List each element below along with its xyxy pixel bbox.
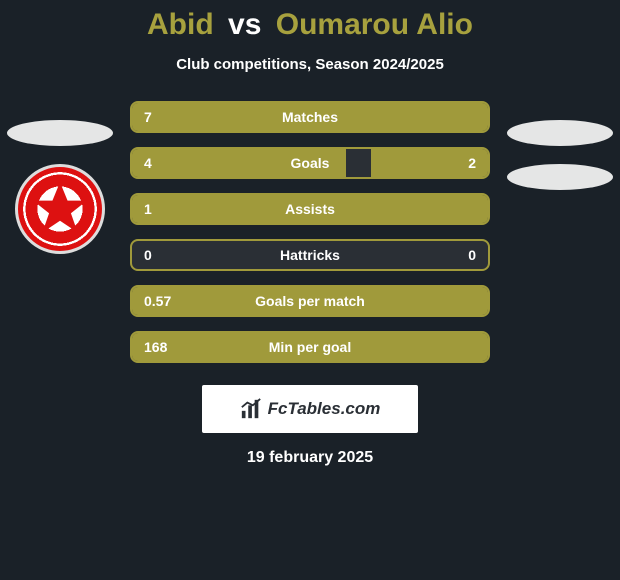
vs-separator: vs [228, 8, 261, 41]
stat-bar: 0 Hattricks 0 [130, 239, 490, 271]
stat-bar: 7 Matches [130, 101, 490, 133]
stat-bar: 1 Assists [130, 193, 490, 225]
stat-right-value: 2 [468, 155, 476, 171]
placeholder-ellipse [7, 120, 113, 146]
stat-label: Goals per match [255, 293, 365, 309]
stat-left-value: 0 [144, 247, 152, 263]
stat-bars: 7 Matches 4 Goals 2 1 Assists 0 Hattricks 0 0.57 Go… [130, 101, 490, 363]
generation-date: 19 february 2025 [0, 449, 620, 467]
placeholder-ellipse [507, 164, 613, 190]
stat-label: Goals [291, 155, 330, 171]
player1-name: Abid [147, 8, 214, 41]
brand-chart-icon [240, 398, 262, 420]
subtitle: Club competitions, Season 2024/2025 [0, 56, 620, 73]
stat-bar: 168 Min per goal [130, 331, 490, 363]
stat-left-value: 0.57 [144, 293, 171, 309]
stat-bar: 0.57 Goals per match [130, 285, 490, 317]
club-badge-star-icon [18, 167, 102, 251]
stat-label: Hattricks [280, 247, 340, 263]
stat-left-value: 4 [144, 155, 152, 171]
stat-left-value: 1 [144, 201, 152, 217]
comparison-title: Abid vs Oumarou Alio [0, 0, 620, 42]
club-badge-icon [15, 164, 105, 254]
stat-label: Matches [282, 109, 338, 125]
stat-bar: 4 Goals 2 [130, 147, 490, 179]
brand-text: FcTables.com [268, 399, 381, 419]
placeholder-ellipse [507, 120, 613, 146]
stat-left-value: 7 [144, 109, 152, 125]
stat-left-value: 168 [144, 339, 167, 355]
left-side-column [5, 120, 115, 254]
stat-right-value: 0 [468, 247, 476, 263]
stat-label: Assists [285, 201, 335, 217]
brand-watermark: FcTables.com [202, 385, 418, 433]
player2-name: Oumarou Alio [276, 8, 473, 41]
right-side-column [505, 120, 615, 190]
stat-label: Min per goal [269, 339, 351, 355]
